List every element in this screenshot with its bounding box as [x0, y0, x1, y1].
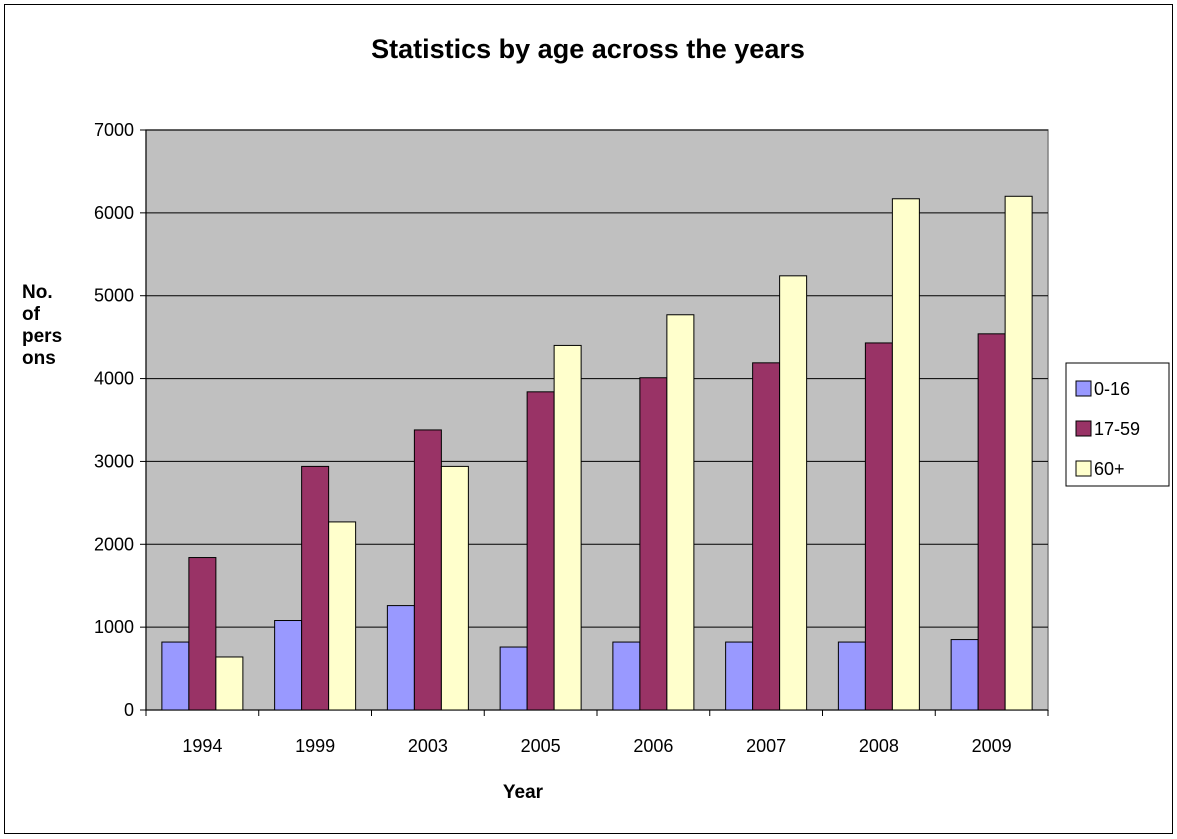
- y-tick-label-4000: 4000: [94, 369, 134, 389]
- y-axis-label-line-3: pers: [22, 326, 62, 347]
- bar-17-59-2009: [977, 333, 1006, 711]
- bar-60+-2005: [553, 344, 582, 711]
- x-tick-label-2007: 2007: [746, 736, 786, 756]
- y-tick-label-2000: 2000: [94, 534, 134, 554]
- bar-0-16-2008: [837, 641, 866, 711]
- y-tick-label-6000: 6000: [94, 203, 134, 223]
- bar-60+-2006: [666, 314, 695, 711]
- legend-label-60+: 60+: [1094, 459, 1125, 479]
- y-axis-label: No. of pers ons: [22, 282, 67, 369]
- bar-17-59-2008: [864, 342, 893, 711]
- bar-60+-2007: [779, 275, 808, 711]
- x-tick-labels: 1994 1999 2003 2005 2006 2007 2008 2009: [182, 736, 1011, 756]
- bars: [161, 195, 1033, 711]
- x-tick-label-2005: 2005: [521, 736, 561, 756]
- legend-swatch-60+: [1075, 460, 1092, 477]
- bar-60+-1994: [215, 656, 244, 711]
- bar-0-16-2003: [386, 605, 415, 711]
- bar-17-59-1994: [188, 557, 217, 711]
- y-axis-label-line-4: ons: [22, 348, 56, 369]
- x-tick-label-1994: 1994: [182, 736, 222, 756]
- x-axis-label: Year: [503, 782, 544, 803]
- bar-60+-2003: [440, 465, 469, 711]
- bar-17-59-2006: [639, 377, 668, 711]
- y-tick-label-1000: 1000: [94, 617, 134, 637]
- chart-title: Statistics by age across the years: [371, 34, 805, 64]
- legend-label-17-59: 17-59: [1094, 419, 1140, 439]
- x-tick-label-2009: 2009: [972, 736, 1012, 756]
- legend-swatch-17-59: [1075, 420, 1092, 437]
- bar-17-59-2007: [752, 362, 781, 711]
- y-tick-label-0: 0: [124, 700, 134, 720]
- y-axis-label-line-2: of: [22, 304, 41, 325]
- bar-0-16-1999: [274, 620, 303, 711]
- x-tick-label-2003: 2003: [408, 736, 448, 756]
- legend-label-0-16: 0-16: [1094, 379, 1130, 399]
- x-tick-label-2008: 2008: [859, 736, 899, 756]
- bar-0-16-2007: [725, 641, 754, 711]
- bar-60+-2008: [891, 198, 920, 711]
- legend-swatch-0-16: [1075, 380, 1092, 397]
- bar-0-16-2009: [950, 639, 979, 711]
- bar-60+-1999: [328, 521, 357, 711]
- bar-17-59-1999: [301, 465, 330, 711]
- y-tick-label-3000: 3000: [94, 451, 134, 471]
- legend: 0-16 17-59 60+: [1065, 362, 1170, 487]
- axes: [140, 129, 1049, 716]
- x-tick-label-1999: 1999: [295, 736, 335, 756]
- y-tick-labels: 0 1000 2000 3000 4000 5000 6000 7000: [94, 120, 134, 720]
- bar-0-16-2005: [499, 646, 528, 711]
- bar-0-16-2006: [612, 641, 641, 711]
- bar-0-16-1994: [161, 641, 190, 711]
- y-tick-label-7000: 7000: [94, 120, 134, 140]
- bar-60+-2009: [1004, 195, 1033, 711]
- bar-17-59-2003: [413, 429, 442, 711]
- y-tick-label-5000: 5000: [94, 286, 134, 306]
- x-tick-label-2006: 2006: [633, 736, 673, 756]
- bar-17-59-2005: [526, 391, 555, 711]
- y-axis-label-line-1: No.: [22, 282, 53, 303]
